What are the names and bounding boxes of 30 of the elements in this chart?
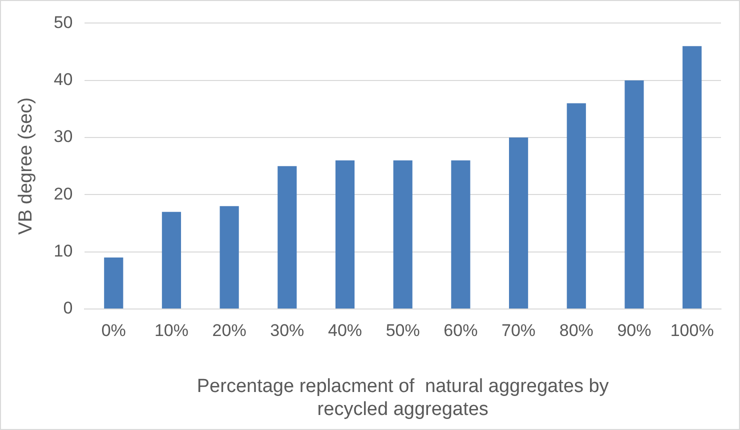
x-axis-title: Percentage replacment of natural aggregates by recycled aggregates (196, 376, 610, 420)
x-tick-label: 0% (101, 320, 126, 340)
x-tick-label: 30% (270, 320, 304, 340)
bar (162, 212, 182, 308)
bar (278, 166, 297, 308)
bar (104, 258, 124, 308)
x-tick-label: 50% (386, 320, 420, 340)
bar (451, 160, 470, 308)
y-tick-label: 0 (63, 298, 73, 318)
x-tick-label: 10% (154, 320, 188, 340)
x-tick-label: 80% (559, 320, 594, 340)
x-tick-label: 90% (617, 320, 652, 340)
bar (624, 80, 644, 308)
x-tick-label: 40% (328, 320, 362, 340)
bar (393, 160, 412, 308)
bar (335, 160, 355, 308)
bar (509, 138, 528, 308)
x-tick-label: 70% (502, 320, 536, 340)
y-tick-label: 10 (54, 242, 73, 261)
bar (682, 46, 702, 308)
y-tick-label: 40 (54, 70, 73, 90)
bar (220, 206, 239, 308)
x-tick-label: 20% (212, 320, 246, 340)
y-tick-label: 30 (54, 127, 73, 146)
y-axis-title: VB degree (sec) (16, 97, 37, 235)
bar (566, 103, 586, 308)
x-tick-label: 100% (670, 320, 714, 340)
y-tick-label: 20 (54, 184, 73, 204)
x-tick-label: 60% (444, 320, 478, 340)
y-tick-label: 50 (54, 12, 73, 32)
